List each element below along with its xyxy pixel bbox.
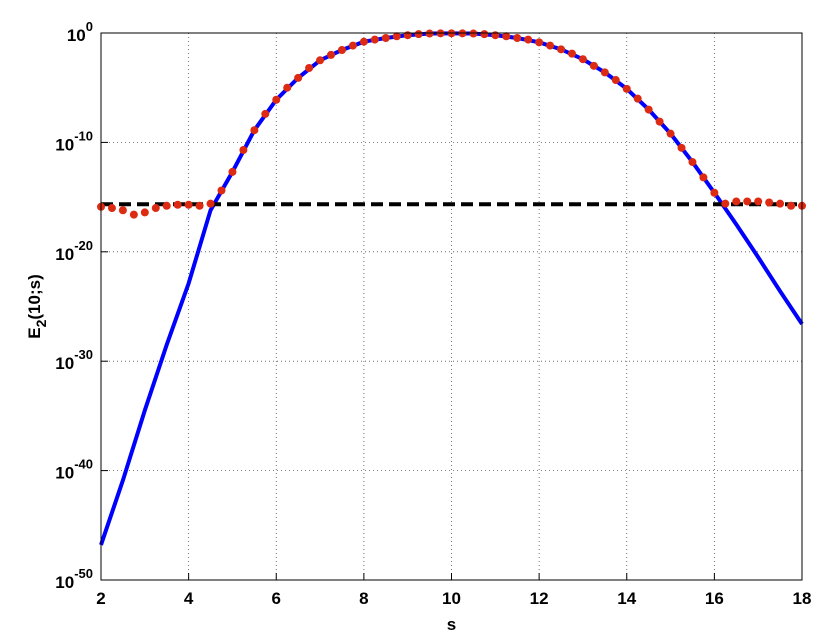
axes-box — [100, 32, 803, 581]
data-point — [754, 197, 763, 206]
data-point — [283, 83, 292, 92]
data-point — [743, 197, 752, 206]
x-tick-label: 2 — [96, 589, 105, 608]
data-point — [600, 68, 609, 77]
data-point — [316, 56, 325, 65]
data-point — [392, 32, 401, 41]
data-point — [502, 32, 511, 41]
x-tick-label: 4 — [184, 589, 194, 608]
x-tick-label: 14 — [617, 589, 636, 608]
y-tick-label: 10-10 — [55, 128, 93, 154]
data-point — [370, 35, 379, 44]
y-tick-label: 10-40 — [55, 457, 93, 483]
x-tick-label: 6 — [272, 589, 281, 608]
data-point — [469, 29, 478, 38]
data-point — [239, 146, 248, 155]
data-point — [294, 73, 303, 82]
data-point — [644, 105, 653, 114]
data-point — [359, 37, 368, 46]
data-point — [162, 201, 171, 210]
data-point — [272, 95, 281, 104]
data-point — [261, 109, 270, 118]
data-point — [546, 41, 555, 50]
data-point — [480, 30, 489, 39]
data-point — [765, 198, 774, 207]
data-point — [381, 33, 390, 42]
data-point — [403, 31, 412, 40]
y-tick-label: 10-30 — [55, 347, 93, 373]
data-point — [622, 84, 631, 93]
data-point — [206, 199, 215, 208]
data-point — [425, 29, 434, 38]
data-point — [557, 45, 566, 54]
data-point — [305, 64, 314, 73]
data-point — [589, 61, 598, 70]
data-point — [327, 50, 336, 59]
data-point — [567, 49, 576, 58]
x-tick-label: 10 — [442, 589, 461, 608]
data-point — [776, 199, 785, 208]
data-point — [513, 33, 522, 42]
data-point — [611, 76, 620, 85]
data-point — [140, 208, 149, 217]
data-point — [337, 45, 346, 54]
data-point — [699, 173, 708, 182]
data-point — [710, 188, 719, 197]
x-tick-label: 12 — [530, 589, 549, 608]
data-point — [524, 35, 533, 44]
data-point — [655, 117, 664, 126]
data-point — [732, 197, 741, 206]
x-axis-label: s — [447, 615, 456, 634]
y-tick-label: 100 — [67, 19, 93, 45]
data-point — [666, 129, 675, 138]
data-point — [250, 126, 259, 135]
data-point — [195, 201, 204, 210]
data-point — [107, 204, 116, 213]
data-point — [217, 186, 226, 195]
data-point — [228, 167, 237, 176]
data-point — [348, 41, 357, 50]
data-point — [578, 55, 587, 64]
data-point — [184, 200, 193, 209]
data-point — [535, 38, 544, 47]
data-point — [677, 143, 686, 152]
y-tick-label: 10-20 — [55, 238, 93, 264]
y-tick-label: 10-50 — [55, 566, 93, 592]
x-tick-label: 8 — [359, 589, 368, 608]
y-axis-label: E2(10;s) — [25, 274, 49, 339]
data-point — [688, 158, 697, 167]
data-point — [151, 204, 160, 213]
x-tick-label: 18 — [793, 589, 812, 608]
data-point — [787, 201, 796, 210]
data-point — [721, 199, 730, 208]
x-tick-label: 16 — [705, 589, 724, 608]
data-point — [491, 31, 500, 40]
data-point — [633, 94, 642, 103]
data-point — [173, 200, 182, 209]
data-point — [129, 210, 138, 219]
data-point — [118, 206, 127, 215]
data-point — [414, 30, 423, 39]
